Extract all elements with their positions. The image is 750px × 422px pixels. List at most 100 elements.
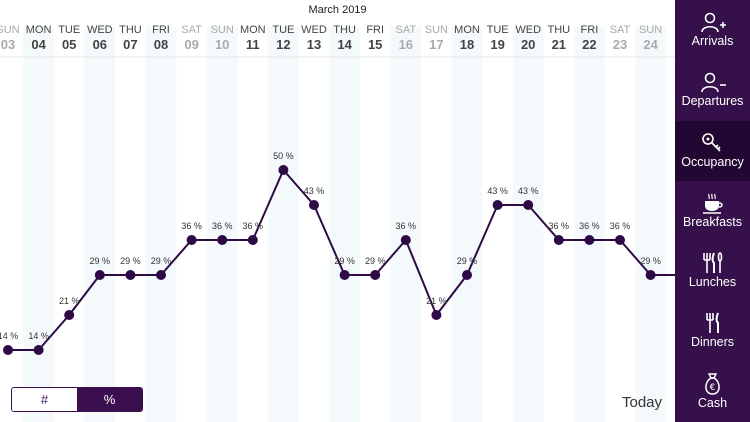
day-of-week-label: TUE <box>58 24 80 36</box>
coffee-cup-icon <box>703 193 723 214</box>
nav-dinners[interactable]: Dinners <box>675 301 750 361</box>
data-point <box>217 235 228 245</box>
data-label: 36 % <box>243 221 264 231</box>
data-point <box>247 235 258 245</box>
data-label: 29 % <box>151 256 172 266</box>
day-date-label: 15 <box>368 37 382 52</box>
day-date-label: 19 <box>490 37 504 52</box>
month-title: March 2019 <box>308 4 367 16</box>
data-label: 21 % <box>59 296 80 306</box>
svg-text:€: € <box>710 383 716 393</box>
day-column-stripe <box>23 27 54 422</box>
data-label: 14 % <box>0 331 18 341</box>
nav-label: Cash <box>697 396 728 410</box>
day-of-week-label: TUE <box>487 24 509 36</box>
day-column-stripe <box>635 27 666 422</box>
data-point <box>400 235 411 245</box>
data-point <box>523 200 534 210</box>
nav-label: Dinners <box>690 335 735 349</box>
data-point <box>584 235 595 245</box>
data-point <box>64 310 75 320</box>
day-column-stripe <box>206 27 238 422</box>
day-of-week-label: SUN <box>639 24 662 36</box>
day-of-week-label: THU <box>119 24 142 36</box>
day-of-week-label: THU <box>547 24 570 36</box>
count-percent-toggle[interactable]: # % <box>11 387 143 412</box>
day-of-week-label: SAT <box>181 24 202 36</box>
day-date-label: 08 <box>154 37 168 52</box>
day-column-stripe <box>268 27 299 422</box>
day-of-week-label: MON <box>26 24 52 36</box>
day-date-label: 04 <box>31 37 46 52</box>
data-point <box>278 165 289 175</box>
money-bag-icon: € <box>705 373 720 395</box>
day-date-label: 17 <box>429 37 443 52</box>
today-button[interactable]: Today <box>622 394 663 411</box>
data-point <box>492 200 503 210</box>
day-of-week-label: SAT <box>610 24 631 36</box>
day-date-label: 21 <box>552 37 566 52</box>
day-date-label: 09 <box>184 37 198 52</box>
data-point <box>125 270 136 280</box>
nav-occupancy[interactable]: Occupancy <box>675 121 750 181</box>
fork-knife-icon <box>706 312 719 333</box>
day-date-label: 14 <box>337 37 352 52</box>
day-date-label: 20 <box>521 37 535 52</box>
nav-departures[interactable]: Departures <box>675 60 750 120</box>
nav-label: Lunches <box>688 275 737 289</box>
day-date-label: 24 <box>643 37 658 52</box>
day-column-stripe <box>390 27 422 422</box>
day-of-week-label: FRI <box>366 24 384 36</box>
day-of-week-label: FRI <box>152 24 170 36</box>
data-label: 43 % <box>518 186 539 196</box>
data-point <box>309 200 319 210</box>
data-label: 43 % <box>487 186 508 196</box>
data-point <box>370 270 381 280</box>
percent-mode-button[interactable]: % <box>77 388 142 411</box>
data-point <box>431 310 442 320</box>
day-date-label: 05 <box>62 37 76 52</box>
data-point <box>339 270 350 280</box>
data-label: 43 % <box>304 186 325 196</box>
nav-lunches[interactable]: Lunches <box>675 241 750 301</box>
day-of-week-label: THU <box>333 24 356 36</box>
day-of-week-label: FRI <box>581 24 599 36</box>
nav-label: Breakfasts <box>682 215 743 229</box>
data-label: 14 % <box>28 331 49 341</box>
day-of-week-label: WED <box>87 24 113 36</box>
count-mode-button[interactable]: # <box>12 388 77 411</box>
nav-breakfasts[interactable]: Breakfasts <box>675 181 750 241</box>
day-date-label: 11 <box>246 37 260 52</box>
day-date-label: 12 <box>276 37 290 52</box>
data-label: 36 % <box>212 221 233 231</box>
day-date-label: 03 <box>1 37 15 52</box>
day-column-stripe <box>145 27 177 422</box>
nav-arrivals[interactable]: Arrivals <box>675 0 750 60</box>
data-point <box>462 270 472 280</box>
day-of-week-label: WED <box>301 24 327 36</box>
data-label: 29 % <box>457 256 478 266</box>
data-label: 21 % <box>426 296 447 306</box>
nav-label: Departures <box>681 94 744 108</box>
nav-cash[interactable]: € Cash <box>675 362 750 422</box>
day-column-stripe <box>574 27 605 422</box>
day-of-week-label: SUN <box>0 24 20 36</box>
data-label: 36 % <box>181 221 202 231</box>
nav-label: Arrivals <box>691 34 734 48</box>
data-label: 36 % <box>579 221 600 231</box>
day-date-label: 18 <box>460 37 474 52</box>
data-label: 36 % <box>549 221 570 231</box>
data-label: 50 % <box>273 151 294 161</box>
nav-label: Occupancy <box>681 155 744 169</box>
day-of-week-label: SAT <box>396 24 417 36</box>
day-of-week-label: WED <box>515 24 541 36</box>
occupancy-line-chart: SUN03MON04TUE05WED06THU07FRI08SAT09SUN10… <box>0 24 675 422</box>
data-label: 29 % <box>334 256 355 266</box>
data-label: 29 % <box>365 256 386 266</box>
day-of-week-label: MON <box>240 24 266 36</box>
data-point <box>156 270 166 280</box>
data-point <box>33 345 44 355</box>
day-date-label: 22 <box>582 37 596 52</box>
day-date-label: 10 <box>215 37 229 52</box>
data-label: 36 % <box>610 221 631 231</box>
